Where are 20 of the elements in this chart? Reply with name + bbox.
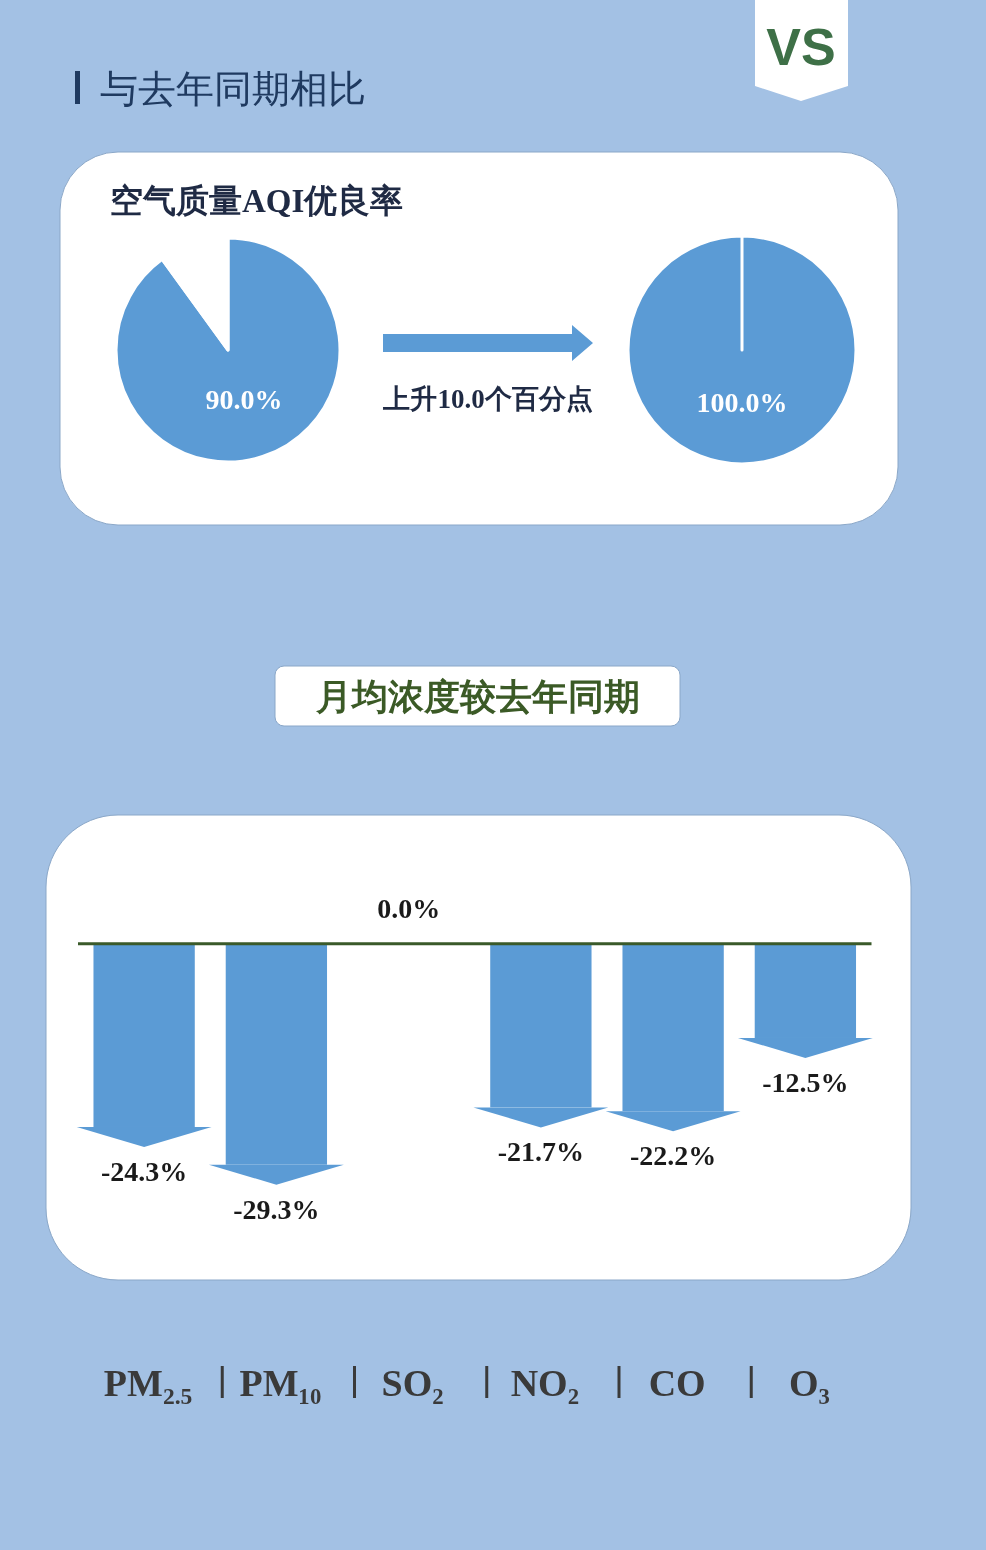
data-label: -24.3% xyxy=(100,1155,188,1187)
data-label: -21.7% xyxy=(497,1136,585,1168)
text: 上升10.0个百分点 xyxy=(382,384,593,414)
chart-title: 月均浓度较去年同期 xyxy=(315,676,640,717)
data-label: 0.0% xyxy=(377,892,441,924)
x-tick-label: PM$_{2.5}$ xyxy=(103,1362,193,1409)
x-tick-label: PM₁₀ xyxy=(239,1362,322,1404)
data-label: -22.2% xyxy=(629,1140,717,1172)
text: 与去年同期相比 xyxy=(100,68,366,110)
data-label: 100.0% xyxy=(696,387,788,419)
x-tick-label: CO xyxy=(648,1362,706,1404)
pie-slice xyxy=(114,236,342,464)
data-label: -12.5% xyxy=(762,1066,849,1098)
x-tick-label: O₃ xyxy=(788,1362,830,1404)
data-label: 90.0% xyxy=(205,384,283,415)
x-tick-label: SO₂ xyxy=(381,1362,444,1404)
chart-title: 空气质量AQI优良率 xyxy=(110,183,404,219)
data-label: -29.3% xyxy=(233,1193,320,1225)
text: VS xyxy=(766,18,836,76)
x-tick-label: NO₂ xyxy=(510,1362,580,1404)
